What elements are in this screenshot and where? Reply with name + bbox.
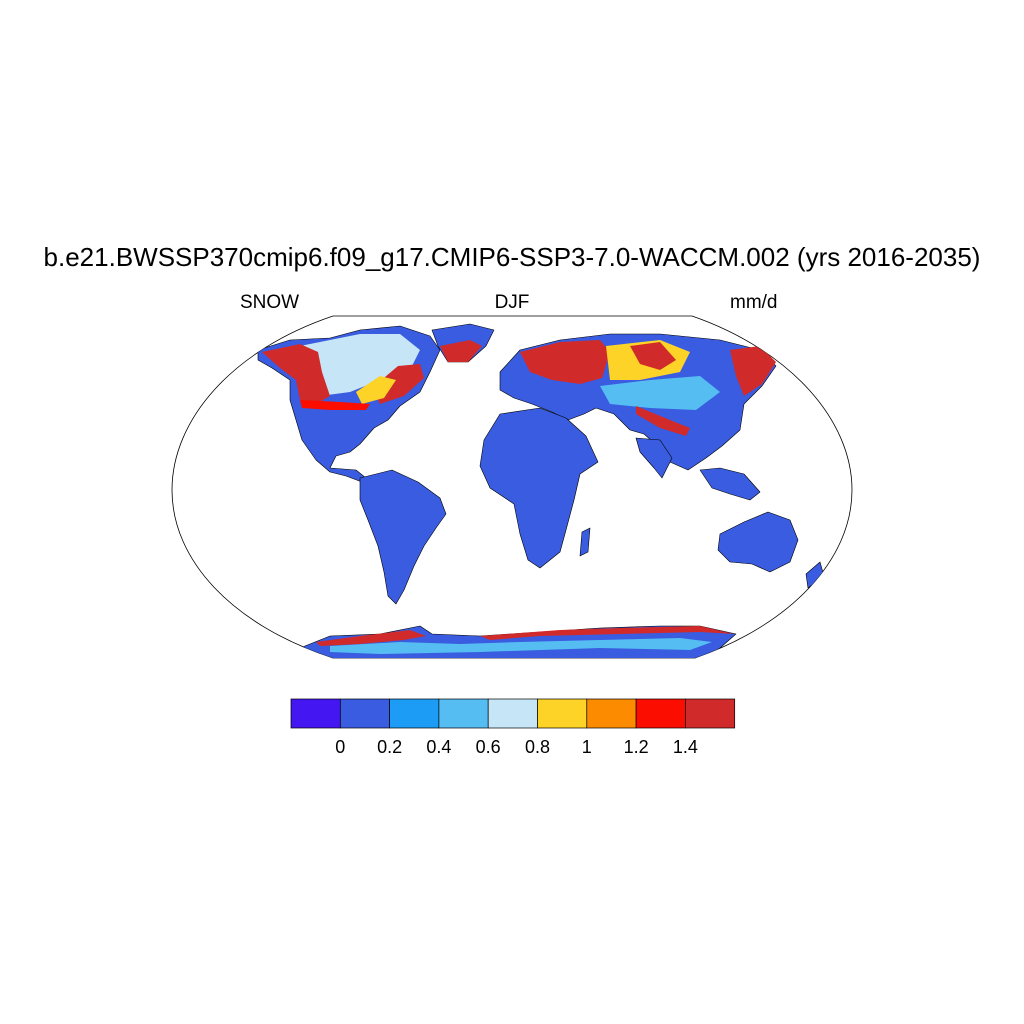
hudson-snow [356,376,396,404]
plot-title: b.e21.BWSSP370cmip6.f09_g17.CMIP6-SSP3-7… [43,242,981,272]
colorbar-box [290,698,341,729]
europe-russia-heavy-snow [520,340,610,384]
africa-landmass [479,407,599,569]
units-label: mm/d [730,292,778,313]
colorbar-box [339,698,390,729]
siberia-red-band [630,342,676,370]
colorbar-box [586,698,637,729]
colorbar-tick-label: 1.2 [624,737,649,757]
colorbar-tick-label: 0.6 [476,737,501,757]
antarctica-light-snow [330,638,712,654]
colorbar-tick-label: 1.4 [673,737,698,757]
colorbar-tick-label: 0.2 [377,737,402,757]
southeast-asia-islands [699,467,761,501]
south-america-landmass [359,469,447,605]
colorbar-box [487,698,538,729]
north-america-heavy-snow [262,344,330,404]
antarctica-coast-snow-east [480,626,734,640]
colorbar-box [438,698,489,729]
north-america-snow-band [300,334,420,396]
madagascar [579,527,591,557]
colorbar-tick-label: 0.8 [525,737,550,757]
season-label: DJF [494,292,530,313]
india-landmass [635,437,673,479]
colorbar-tick-label: 1 [582,737,592,757]
australia-landmass [717,511,799,573]
north-america-red-fringe [300,400,370,410]
colorbar-tick-label: 0 [335,737,345,757]
colorbar-box [635,698,686,729]
colorbar-tick-label: 0.4 [426,737,451,757]
colorbar-box [685,698,736,729]
colorbar-box [537,698,588,729]
asia-light-snow [600,376,720,410]
tibet-red-band [636,406,690,436]
colorbar-box [389,698,440,729]
east-siberia-heavy-snow [730,346,776,396]
greenland-coast-snow [440,340,482,362]
variable-label: SNOW [240,292,300,313]
antarctica-coast-heavy-snow [316,630,426,646]
